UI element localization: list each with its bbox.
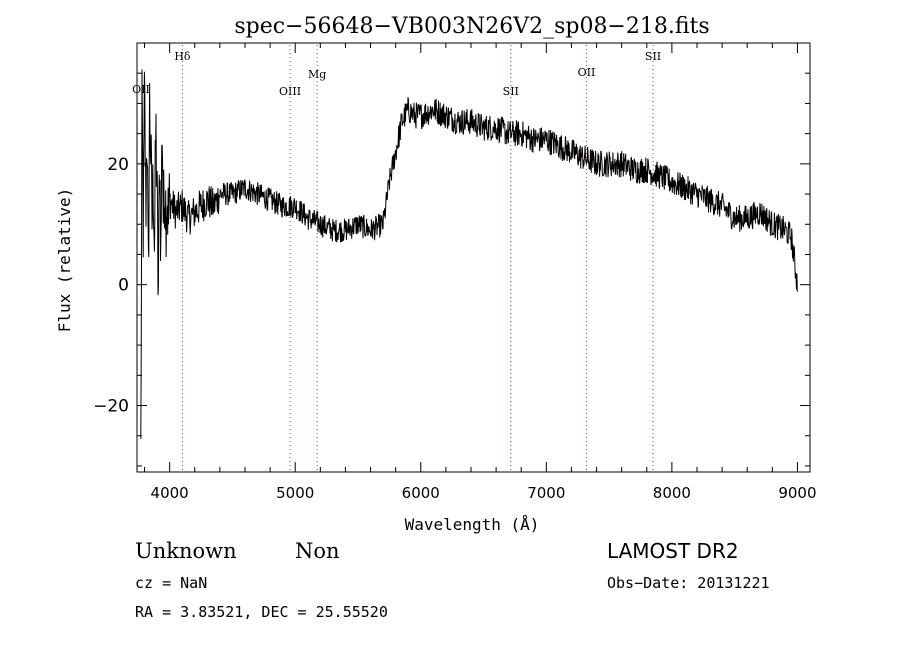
line-marker-label: SII [645,50,661,63]
line-marker-label: SII [503,85,519,98]
x-tick-label: 7000 [527,484,565,502]
spectrum-line [140,69,798,439]
obs-date-text: Obs−Date: 20131221 [607,574,770,592]
survey-label: LAMOST DR2 [607,539,739,563]
x-axis-label: Wavelength (Å) [405,515,540,534]
line-marker-label: OII [132,83,150,96]
spectrum-series [140,69,798,439]
y-axis-label: Flux (relative) [55,188,74,333]
x-tick-label: 8000 [653,484,691,502]
y-tick-label: 0 [118,276,129,296]
spectral-class-label: Unknown [135,539,237,563]
redshift-text: cz = NaN [135,574,208,592]
y-tick-label: −20 [93,397,129,417]
x-tick-label: 5000 [276,484,314,502]
line-marker-label: Hδ [174,50,191,63]
line-marker-label: Mg [308,68,326,81]
tick-labels: 4000 5000 6000 7000 8000 9000 −20 0 20 [93,155,816,502]
line-marker-label: OII [578,66,596,79]
y-tick-label: 20 [107,155,129,175]
coordinates-text: RA = 3.83521, DEC = 25.55520 [135,603,388,621]
plot-frame [136,42,811,473]
chart-title: spec−56648−VB003N26V2_sp08−218.fits [234,14,709,39]
x-tick-label: 4000 [151,484,189,502]
x-tick-label: 6000 [402,484,440,502]
emission-line-markers: OII Hδ OIII Mg SII OII SII [132,45,661,472]
axis-ticks [137,43,810,472]
x-tick-label: 9000 [778,484,816,502]
spectral-subclass-label: Non [295,539,340,563]
line-marker-label: OIII [279,85,301,98]
plot-border [136,42,811,473]
